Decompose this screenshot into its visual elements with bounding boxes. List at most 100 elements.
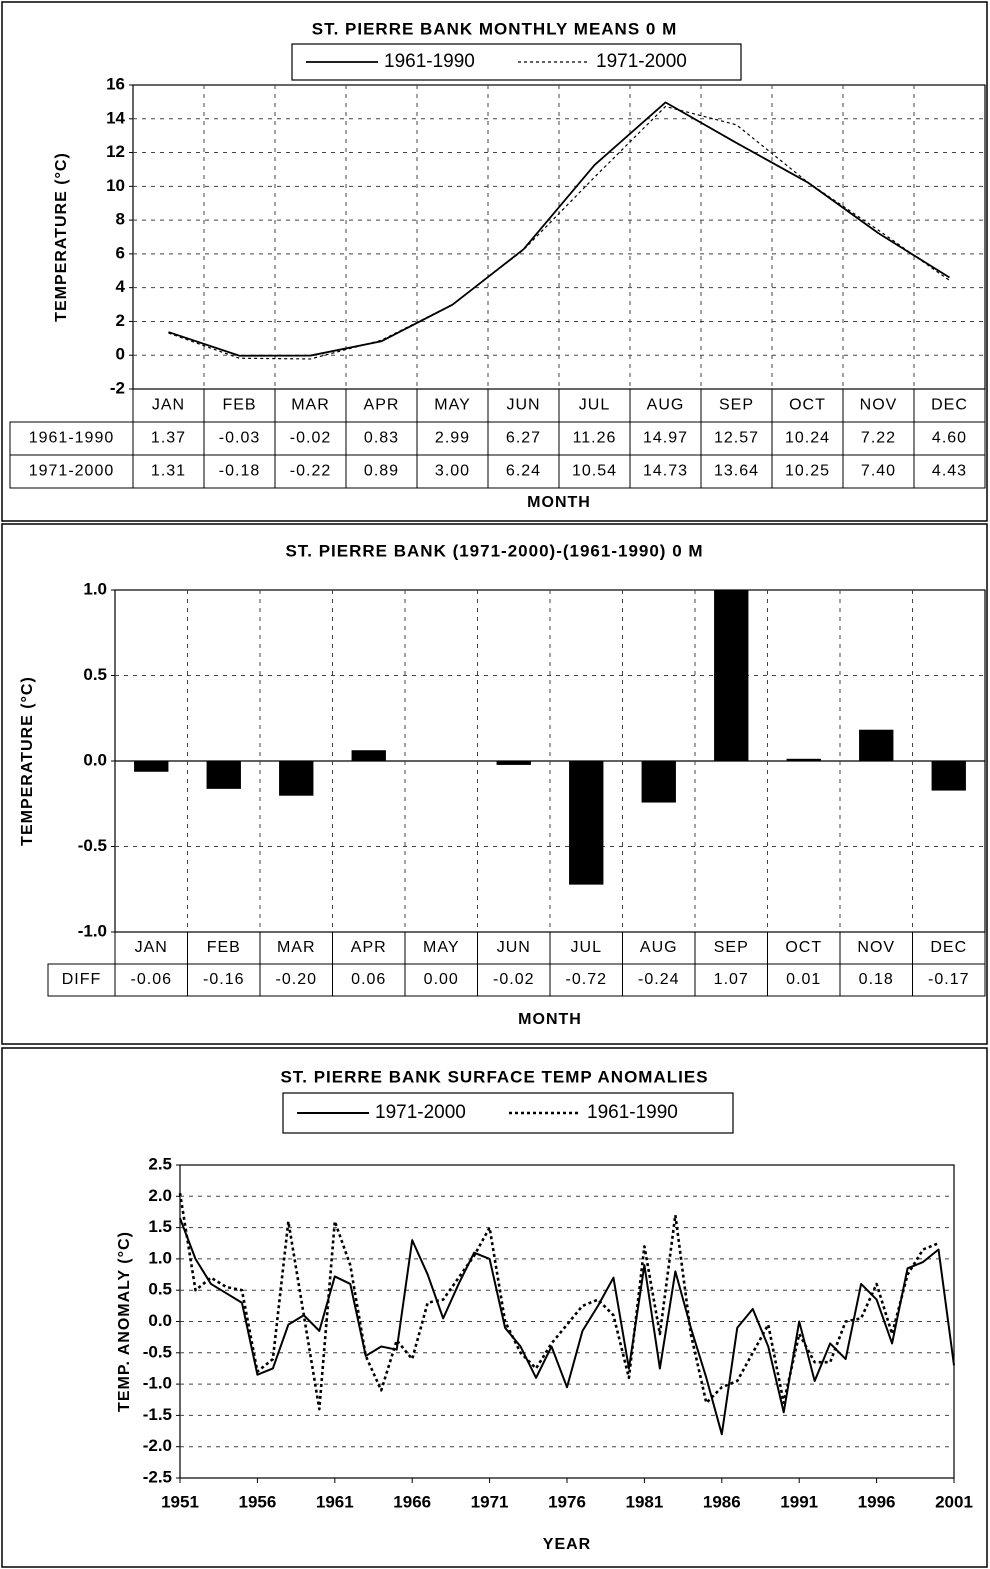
- x-tick-label: 2001: [935, 1492, 973, 1511]
- x-axis-label: MONTH: [527, 494, 591, 511]
- x-axis-label: MONTH: [518, 1011, 582, 1028]
- bar: [496, 760, 531, 765]
- bar: [569, 760, 604, 885]
- table-value: 0.18: [859, 971, 894, 988]
- table-value: 14.73: [643, 463, 688, 480]
- x-tick-label: NOV: [860, 397, 898, 414]
- y-tick-label: 12: [106, 142, 125, 161]
- y-tick-label: 8: [116, 210, 125, 229]
- table-value: 1.07: [714, 971, 749, 988]
- table-value: 10.54: [572, 463, 617, 480]
- x-tick-label: AUG: [640, 939, 678, 956]
- table-row-label: 1961-1990: [29, 430, 115, 447]
- x-tick-label: NOV: [857, 939, 895, 956]
- table-value: 10.25: [785, 463, 830, 480]
- x-tick-label: MAR: [291, 397, 330, 414]
- x-tick-label: FEB: [207, 939, 241, 956]
- chart-title: ST. PIERRE BANK SURFACE TEMP ANOMALIES: [280, 1067, 708, 1086]
- table-value: -0.17: [928, 971, 969, 988]
- x-tick-label: JUN: [497, 939, 531, 956]
- table-value: -0.02: [493, 971, 534, 988]
- x-tick-label: OCT: [785, 939, 822, 956]
- x-tick-label: JUL: [571, 939, 602, 956]
- table-value: 7.40: [861, 463, 896, 480]
- y-tick-label: 10: [106, 176, 125, 195]
- legend-label: 1971-2000: [596, 51, 687, 72]
- y-tick-label: 2.5: [148, 1154, 172, 1173]
- y-axis-label: TEMPERATURE (°C): [19, 676, 36, 846]
- table-value: 3.00: [435, 463, 470, 480]
- table-value: -0.03: [219, 430, 260, 447]
- y-tick-label: -2.0: [143, 1436, 172, 1455]
- table-value: 1.31: [151, 463, 186, 480]
- y-tick-label: 1.0: [83, 579, 107, 598]
- series-line: [178, 1192, 940, 1411]
- x-tick-label: APR: [351, 939, 387, 956]
- table-value: 0.83: [364, 430, 399, 447]
- y-tick-label: 0.0: [148, 1311, 172, 1330]
- y-tick-label: -0.5: [78, 836, 107, 855]
- x-tick-label: MAY: [434, 397, 470, 414]
- x-tick-label: MAY: [423, 939, 459, 956]
- table-row-label: DIFF: [62, 971, 102, 988]
- table-value: -0.18: [219, 463, 260, 480]
- x-tick-label: 1976: [548, 1492, 586, 1511]
- x-tick-label: 1986: [703, 1492, 741, 1511]
- x-tick-label: DEC: [931, 397, 968, 414]
- table-value: 7.22: [861, 430, 896, 447]
- y-tick-label: 0.0: [83, 750, 107, 769]
- table-value: 0.06: [351, 971, 386, 988]
- x-tick-label: 1956: [238, 1492, 276, 1511]
- x-tick-label: AUG: [647, 397, 685, 414]
- table-value: 4.43: [932, 463, 967, 480]
- bars: [134, 590, 966, 885]
- table-value: -0.06: [131, 971, 172, 988]
- y-tick-label: 2.0: [148, 1186, 172, 1205]
- bar: [641, 760, 676, 803]
- bar: [134, 760, 169, 772]
- bar: [859, 729, 894, 762]
- x-tick-label: MAR: [277, 939, 316, 956]
- x-tick-label: JAN: [152, 397, 185, 414]
- y-tick-label: 1.0: [148, 1248, 172, 1267]
- y-tick-label: 2: [116, 311, 125, 330]
- x-tick-label: FEB: [222, 397, 256, 414]
- table-cell: [913, 454, 986, 489]
- y-tick-label: 1.5: [148, 1217, 172, 1236]
- table-value: 13.64: [714, 463, 759, 480]
- x-tick-label: 1991: [780, 1492, 818, 1511]
- series-line: [168, 105, 950, 360]
- panel-frame: [1, 523, 988, 1045]
- x-tick-label: JUN: [506, 397, 540, 414]
- x-tick-label: 1971: [471, 1492, 509, 1511]
- table-value: -0.24: [638, 971, 679, 988]
- legend-label: 1971-2000: [375, 1102, 466, 1123]
- y-tick-label: -2: [110, 378, 125, 397]
- bar: [206, 760, 241, 789]
- x-tick-label: 1981: [625, 1492, 663, 1511]
- table-value: 11.26: [573, 430, 617, 447]
- bar: [351, 750, 386, 762]
- x-tick-label: OCT: [789, 397, 826, 414]
- y-tick-label: -2.5: [143, 1467, 172, 1486]
- x-tick-label: SEP: [719, 397, 754, 414]
- table-value: 10.24: [785, 430, 830, 447]
- x-tick-label: 1961: [316, 1492, 354, 1511]
- x-tick-label: DEC: [930, 939, 967, 956]
- y-axis-label: TEMPERATURE (°C): [53, 152, 70, 322]
- table-value: 0.01: [786, 971, 821, 988]
- x-tick-label: 1951: [161, 1492, 199, 1511]
- table-value: 14.97: [643, 430, 688, 447]
- table-value: 12.57: [714, 430, 759, 447]
- table-value: -0.02: [290, 430, 331, 447]
- y-tick-label: 0.5: [83, 665, 107, 684]
- panel-frame: [1, 1047, 988, 1568]
- table-value: -0.16: [203, 971, 244, 988]
- y-axis-label: TEMP. ANOMALY (°C): [116, 1231, 133, 1412]
- bar: [931, 760, 966, 791]
- chart-title: ST. PIERRE BANK (1971-2000)-(1961-1990) …: [285, 541, 703, 560]
- y-tick-label: 0: [116, 345, 125, 364]
- chart-title: ST. PIERRE BANK MONTHLY MEANS 0 M: [312, 19, 678, 38]
- y-tick-label: 6: [116, 243, 125, 262]
